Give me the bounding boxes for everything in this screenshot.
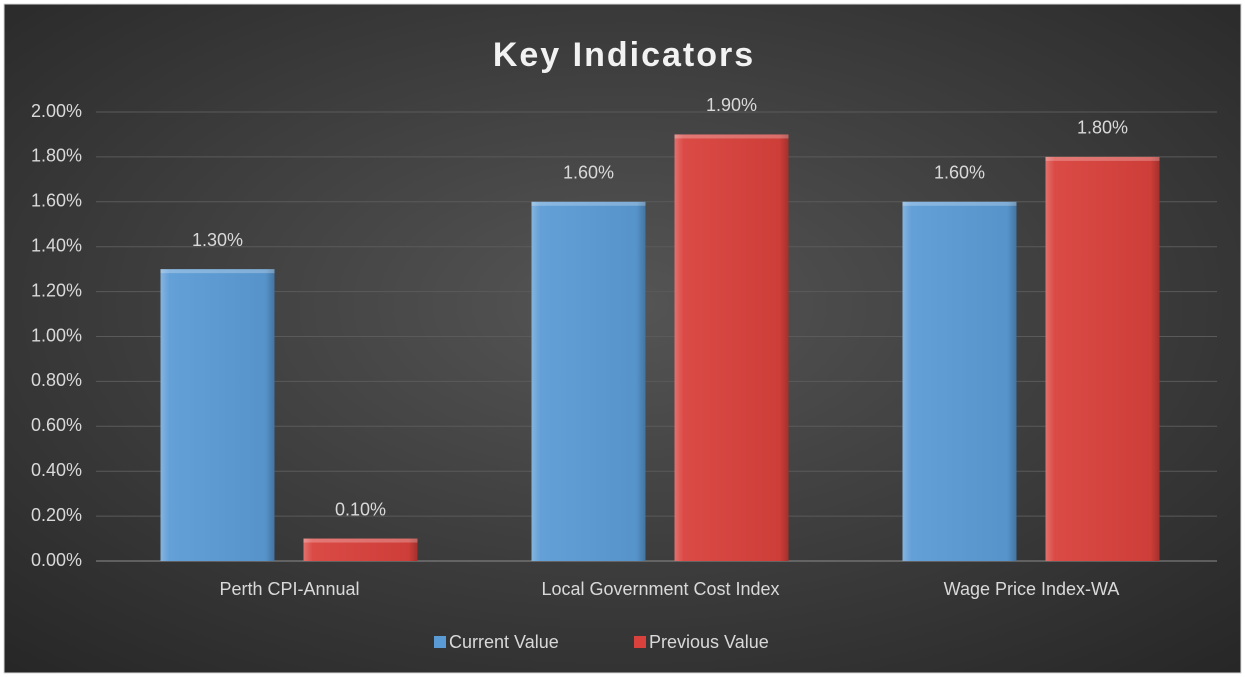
bar-shine [160, 269, 275, 561]
legend-swatch [434, 636, 446, 648]
y-tick-label: 1.00% [31, 325, 82, 345]
y-tick-label: 1.20% [31, 280, 82, 300]
legend-label: Previous Value [649, 632, 769, 652]
bar-shine [902, 201, 1017, 562]
x-tick-label: Perth CPI-Annual [219, 579, 359, 599]
y-tick-label: 0.40% [31, 460, 82, 480]
y-tick-label: 1.40% [31, 235, 82, 255]
y-tick-label: 0.80% [31, 370, 82, 390]
x-tick-label: Wage Price Index-WA [944, 579, 1120, 599]
chart-title: Key Indicators [493, 36, 755, 74]
bar-shine [303, 538, 418, 561]
bar-top [902, 201, 1017, 206]
legend-swatch [634, 636, 646, 648]
bar-top [303, 538, 418, 543]
data-label: 1.90% [706, 95, 757, 115]
y-tick-label: 1.80% [31, 146, 82, 166]
bar-shine [674, 134, 789, 561]
data-label: 1.80% [1077, 118, 1128, 138]
legend-label: Current Value [449, 632, 559, 652]
bar-top [1045, 156, 1160, 161]
y-tick-label: 0.20% [31, 505, 82, 525]
bar-shine [531, 201, 646, 562]
y-tick-label: 0.60% [31, 415, 82, 435]
data-label: 1.60% [934, 163, 985, 183]
bar-shine [1045, 156, 1160, 561]
bar-top [674, 134, 789, 139]
data-label: 1.60% [563, 163, 614, 183]
x-tick-label: Local Government Cost Index [541, 579, 779, 599]
data-label: 0.10% [335, 499, 386, 519]
y-tick-label: 0.00% [31, 550, 82, 570]
bar-top [531, 201, 646, 206]
data-label: 1.30% [192, 230, 243, 250]
bar-top [160, 269, 275, 274]
y-tick-label: 2.00% [31, 101, 82, 121]
y-tick-label: 1.60% [31, 191, 82, 211]
